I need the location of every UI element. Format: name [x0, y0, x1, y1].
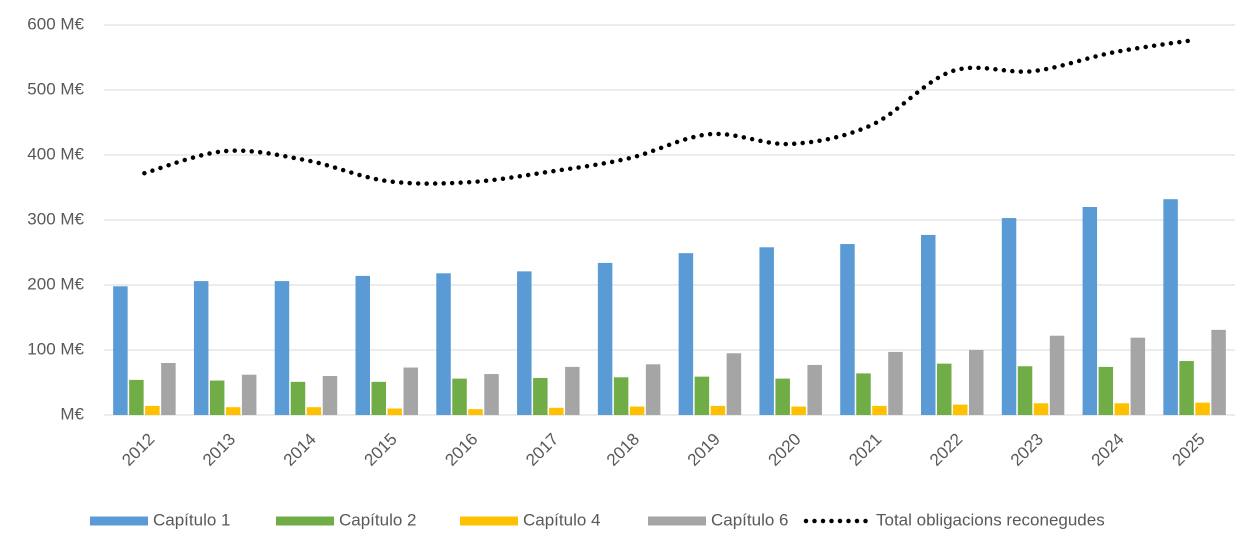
x-tick-label: 2025	[1168, 430, 1208, 470]
legend-swatch	[90, 516, 148, 526]
bar	[710, 405, 726, 415]
bar	[225, 407, 241, 415]
bar	[1179, 361, 1194, 415]
y-tick-label: M€	[60, 404, 84, 423]
bar	[1082, 207, 1098, 415]
bar	[1033, 403, 1049, 415]
bar	[468, 409, 483, 415]
y-tick-label: 200 M€	[27, 274, 84, 293]
x-tick-label: 2020	[764, 430, 804, 470]
legend-label: Capítulo 4	[523, 510, 601, 529]
legend-swatch	[276, 516, 334, 526]
bar	[791, 406, 806, 415]
bar	[953, 404, 968, 415]
y-tick-label: 400 M€	[27, 144, 84, 163]
bar	[629, 406, 645, 415]
x-tick-label: 2017	[522, 430, 562, 470]
bar	[694, 376, 710, 415]
y-tick-label: 600 M€	[27, 14, 84, 33]
bar	[306, 407, 322, 415]
bar	[1195, 402, 1210, 415]
bar	[937, 363, 952, 415]
bar	[290, 381, 306, 415]
bar	[872, 405, 887, 415]
x-tick-label: 2022	[926, 430, 966, 470]
bar	[549, 407, 564, 415]
x-tick-label: 2023	[1007, 430, 1047, 470]
bar	[241, 374, 257, 415]
total-line	[142, 37, 1197, 186]
bar	[613, 377, 629, 415]
bar	[597, 262, 613, 415]
bar	[969, 350, 984, 415]
bar	[193, 281, 209, 415]
legend-label: Capítulo 1	[153, 510, 231, 529]
bar	[322, 376, 338, 415]
legend-label: Capítulo 2	[339, 510, 417, 529]
bar	[129, 379, 144, 415]
x-tick-label: 2019	[684, 430, 724, 470]
x-tick-label: 2024	[1088, 430, 1128, 470]
bar	[1114, 403, 1130, 415]
bar	[113, 286, 128, 415]
bar	[161, 363, 176, 415]
legend-swatch	[460, 516, 518, 526]
x-tick-label: 2013	[199, 430, 239, 470]
bar	[775, 378, 790, 415]
bar	[1001, 218, 1017, 415]
bar	[807, 364, 822, 415]
bar	[840, 244, 855, 415]
bar	[759, 247, 774, 415]
bar	[484, 374, 499, 415]
bar	[645, 364, 661, 415]
bar	[274, 281, 290, 415]
bar	[1017, 366, 1033, 415]
bar	[1163, 199, 1178, 415]
y-tick-label: 300 M€	[27, 209, 84, 228]
bar	[565, 366, 580, 415]
bar	[921, 234, 936, 415]
y-tick-label: 100 M€	[27, 339, 84, 358]
bar	[387, 408, 402, 415]
bar	[355, 275, 370, 415]
bar	[1049, 335, 1065, 415]
bar	[452, 378, 467, 415]
bar	[533, 377, 548, 415]
bar	[403, 367, 418, 415]
bar	[371, 381, 386, 415]
bar	[856, 373, 871, 415]
bar	[145, 405, 160, 415]
bar	[209, 380, 225, 415]
legend-swatch	[648, 516, 706, 526]
x-tick-label: 2015	[361, 430, 401, 470]
bar	[726, 353, 742, 415]
bar	[888, 351, 903, 415]
bar	[436, 273, 451, 415]
bar	[1130, 337, 1146, 415]
legend-label: Capítulo 6	[711, 510, 789, 529]
x-tick-label: 2016	[441, 430, 481, 470]
bar	[517, 271, 532, 415]
legend-label: Total obligacions reconegudes	[876, 510, 1105, 529]
x-tick-label: 2018	[603, 430, 643, 470]
x-tick-label: 2021	[845, 430, 885, 470]
bar	[678, 253, 694, 415]
x-tick-label: 2014	[280, 430, 320, 470]
x-tick-label: 2012	[118, 430, 158, 470]
bar	[1098, 366, 1114, 415]
y-tick-label: 500 M€	[27, 79, 84, 98]
bar	[1211, 329, 1226, 415]
